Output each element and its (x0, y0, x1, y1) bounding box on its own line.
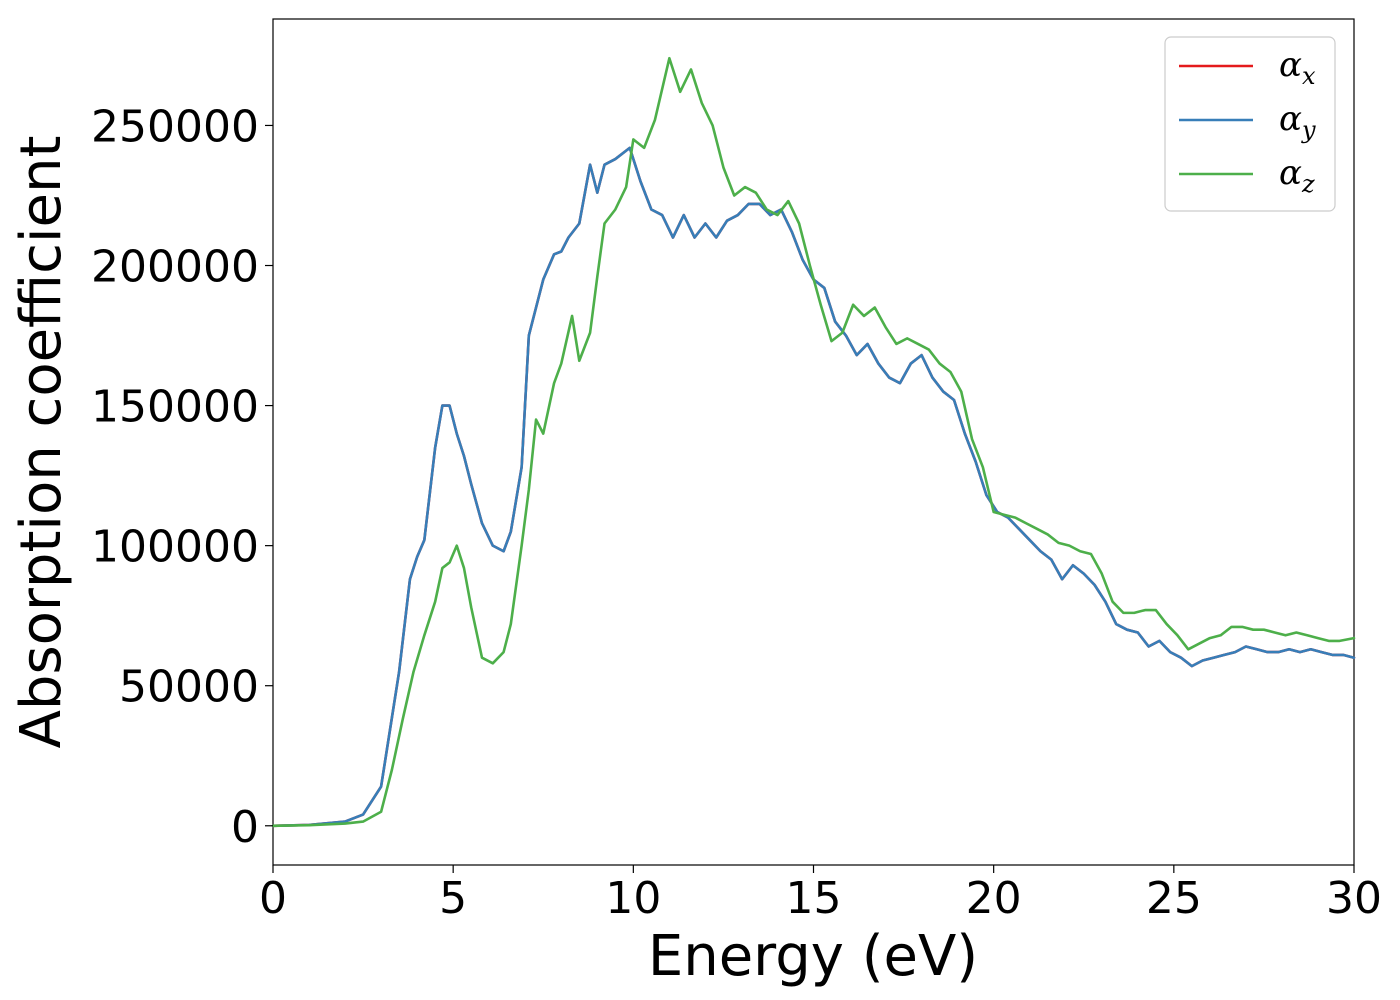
legend-label-x: αx (1279, 45, 1316, 90)
x-tick-label: 0 (259, 873, 287, 924)
y-axis-label: Absorption coefficient (9, 136, 74, 749)
x-tick-label: 5 (439, 873, 467, 924)
x-tick-label: 25 (1146, 873, 1202, 924)
y-tick-label: 150000 (91, 382, 259, 433)
series-line-x (271, 146, 1356, 828)
y-tick-label: 100000 (91, 522, 259, 573)
x-axis-label: Energy (eV) (648, 924, 978, 989)
y-tick-label: 250000 (91, 101, 259, 152)
x-tick-label: 10 (605, 873, 661, 924)
x-tick-label: 20 (966, 873, 1022, 924)
series-line-z (271, 56, 1356, 828)
legend-box (1164, 36, 1336, 212)
x-tick-label: 15 (786, 873, 842, 924)
y-axis-ticks: 0 50000 100000 150000 200000 250000 (91, 101, 273, 853)
series-line-y (271, 146, 1356, 828)
series-lines (271, 56, 1356, 828)
y-tick-label: 0 (231, 802, 259, 853)
legend-label-y: αy (1279, 99, 1316, 144)
y-tick-label: 50000 (119, 662, 259, 713)
legend-label-z: αz (1279, 153, 1315, 198)
x-axis-ticks: 0 5 10 15 20 25 30 (259, 865, 1382, 924)
x-tick-label: 30 (1326, 873, 1382, 924)
y-tick-label: 200000 (91, 242, 259, 293)
legend: αx αy αz (1164, 36, 1336, 212)
